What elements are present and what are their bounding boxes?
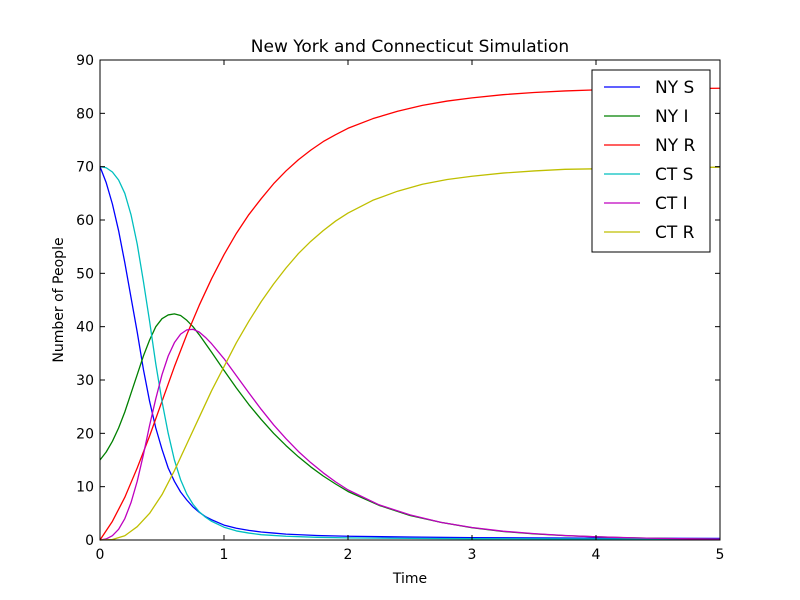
y-tick-label: 50: [76, 266, 94, 282]
legend-label: CT S: [655, 165, 693, 185]
x-tick-label: 4: [592, 547, 601, 563]
series-line-4: [99, 328, 721, 541]
legend: NY S NY I NY R CT S CT I CT R: [591, 69, 711, 253]
x-tick-label: 1: [220, 547, 229, 563]
legend-label: CT I: [655, 194, 688, 214]
y-tick-label: 90: [76, 53, 94, 69]
y-tick-label: 40: [76, 320, 94, 336]
legend-label: NY R: [655, 136, 696, 156]
y-tick-label: 80: [76, 106, 94, 122]
y-tick-label: 70: [76, 160, 94, 176]
legend-label: NY I: [655, 107, 689, 127]
series-line-5: [99, 166, 721, 541]
chart-title: New York and Connecticut Simulation: [251, 37, 569, 57]
y-tick-label: 10: [76, 480, 94, 496]
y-tick-label: 0: [85, 533, 94, 549]
series-layer: [99, 87, 721, 541]
legend-box: [591, 69, 711, 253]
x-tick-label: 3: [468, 547, 477, 563]
x-axis-label: Time: [392, 571, 427, 587]
plot-frame: [99, 59, 721, 541]
series-line-3: [99, 166, 721, 540]
y-tick-label: 30: [76, 373, 94, 389]
x-tick-label: 5: [716, 547, 725, 563]
y-tick-label: 60: [76, 213, 94, 229]
series-line-2: [99, 87, 721, 541]
x-tick-label: 2: [344, 547, 353, 563]
x-tick-label: 0: [96, 547, 105, 563]
y-tick-label: 20: [76, 426, 94, 442]
y-axis-label: Number of People: [51, 237, 67, 362]
legend-label: CT R: [655, 223, 695, 243]
legend-label: NY S: [655, 78, 694, 98]
